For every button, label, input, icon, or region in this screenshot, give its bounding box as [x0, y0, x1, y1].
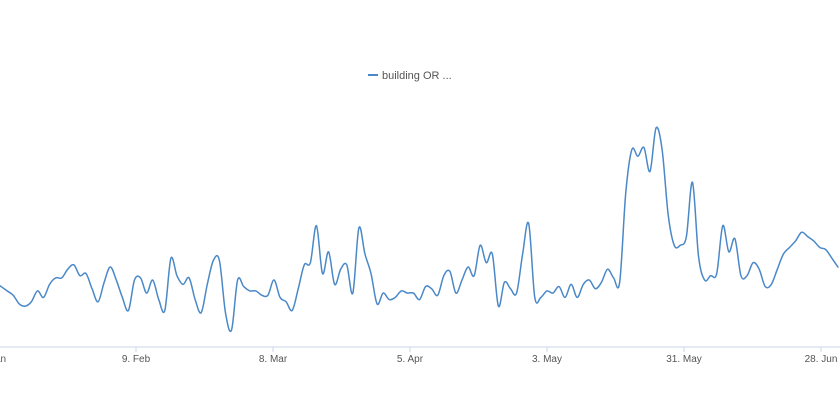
series-group [0, 126, 839, 333]
series-line[interactable] [0, 126, 839, 333]
x-tick-label: 3. May [532, 354, 562, 365]
legend-label[interactable]: building OR ... [382, 70, 452, 82]
x-tick-label: Jan [0, 354, 6, 365]
x-tick-label: 5. Apr [397, 354, 424, 365]
x-tick-label: 9. Feb [122, 354, 151, 365]
x-tick-label: 28. Jun [805, 354, 838, 365]
x-axis-ticks: Jan 9. Feb 8. Mar 5. Apr 3. May 31. May 28. Ju… [0, 347, 837, 365]
legend[interactable]: building OR ... [368, 70, 452, 82]
x-tick-label: 8. Mar [259, 354, 288, 365]
x-tick-label: 31. May [666, 354, 702, 365]
